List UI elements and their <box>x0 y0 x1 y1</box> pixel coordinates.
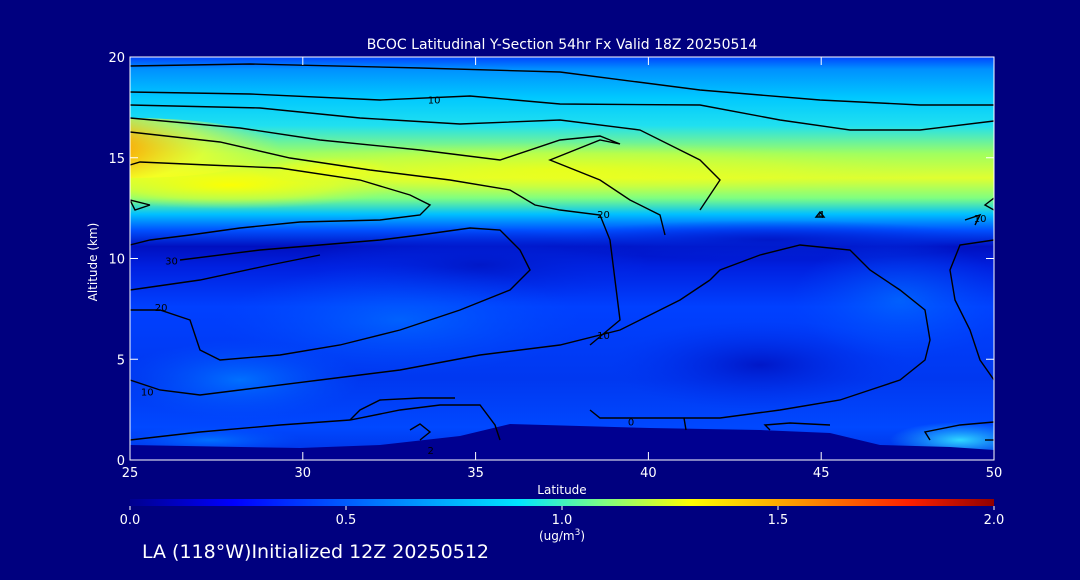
y-tick-label: 15 <box>108 152 125 167</box>
contour-label: 0 <box>628 418 634 429</box>
colorbar-ticks: 0.0 0.5 1.0 1.5 2.0 <box>120 506 1005 528</box>
x-axis-label: Latitude <box>537 483 586 497</box>
colorbar-tick-label: 2.0 <box>984 513 1005 528</box>
contour-label: 10 <box>428 95 441 106</box>
y-tick-label: 20 <box>108 51 125 66</box>
colorbar-unit: (ug/m3) <box>539 528 585 543</box>
x-tick-label: 35 <box>467 466 484 481</box>
chart-title: BCOC Latitudinal Y-Section 54hr Fx Valid… <box>367 37 758 53</box>
y-axis-label: Altitude (km) <box>86 223 100 302</box>
colorbar-tick-label: 0.0 <box>120 513 141 528</box>
contour-label: 10 <box>974 214 987 225</box>
colorbar-tick-label: 1.5 <box>768 513 789 528</box>
footer-init-info: LA (118°W)Initialized 12Z 20250512 <box>142 541 490 563</box>
concentration-field <box>130 57 994 460</box>
x-tick-label: 25 <box>122 466 139 481</box>
colorbar-tick-label: 1.0 <box>552 513 573 528</box>
contour-label: 20 <box>597 210 610 221</box>
contour-label: 4 <box>818 210 824 221</box>
y-tick-label: 10 <box>108 253 125 268</box>
contour-label: 2 <box>427 446 433 457</box>
colorbar <box>130 499 994 506</box>
x-tick-label: 45 <box>813 466 830 481</box>
contour-label: 10 <box>597 331 610 342</box>
contour-labels: 10 30 20 10 20 10 0 2 4 10 <box>141 95 987 457</box>
y-tick-label: 0 <box>117 454 125 469</box>
y-tick-label: 5 <box>117 353 125 368</box>
x-axis: 25 30 35 40 45 50 <box>122 57 1003 481</box>
x-tick-label: 40 <box>640 466 657 481</box>
x-tick-label: 50 <box>986 466 1003 481</box>
contour-label: 30 <box>165 257 178 268</box>
contour-lines <box>130 63 994 441</box>
x-tick-label: 30 <box>295 466 312 481</box>
contour-label: 20 <box>155 303 168 314</box>
contour-label: 10 <box>141 387 154 398</box>
colorbar-tick-label: 0.5 <box>336 513 357 528</box>
